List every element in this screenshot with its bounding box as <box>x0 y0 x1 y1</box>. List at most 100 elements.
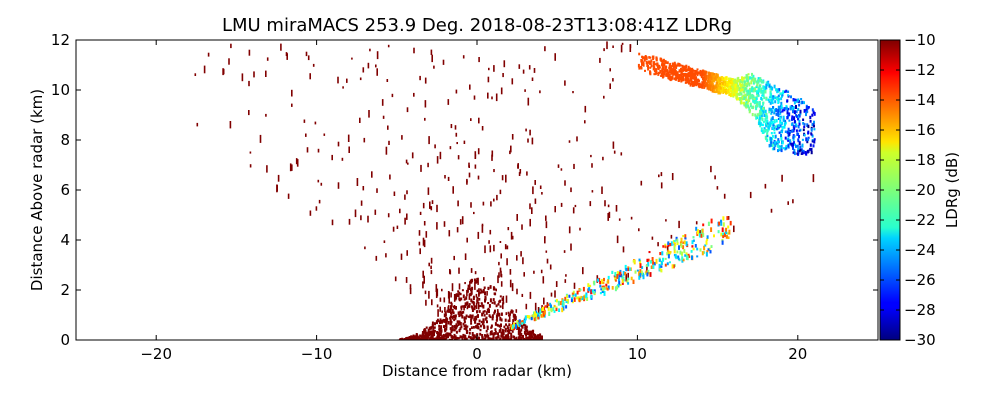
cloud-gate <box>803 109 806 113</box>
cloud-gate <box>725 77 728 80</box>
near-radar-gate <box>464 317 467 320</box>
near-radar-gate <box>531 335 534 339</box>
cloud-gate <box>760 107 763 112</box>
cloud-gate <box>717 84 720 87</box>
clutter-gate <box>498 272 500 278</box>
cloud-gate <box>668 73 671 76</box>
cloud-gate <box>799 149 802 152</box>
near-radar-gate <box>445 326 448 331</box>
cloud-gate <box>743 101 745 105</box>
cloud-gate <box>766 129 769 133</box>
cloud-gate <box>807 130 810 134</box>
low-band-gate <box>692 236 695 239</box>
clutter-gate <box>502 73 504 78</box>
near-radar-gate <box>478 297 481 301</box>
near-radar-gate <box>433 329 436 333</box>
cloud-gate <box>705 83 708 87</box>
near-radar-gate <box>520 333 523 336</box>
near-radar-gate <box>420 340 422 343</box>
low-band-gate <box>616 285 619 290</box>
near-radar-gate <box>464 324 467 328</box>
cloud-gate <box>798 114 801 117</box>
clutter-gate <box>531 77 534 81</box>
cloud-gate <box>795 110 798 114</box>
clutter-gate <box>544 46 546 52</box>
near-radar-gate <box>458 297 461 301</box>
clutter-gate <box>666 246 669 252</box>
cloud-gate <box>723 90 726 93</box>
cloud-gate <box>713 85 716 89</box>
low-band-gate <box>710 245 713 248</box>
cloud-gate <box>763 96 766 100</box>
near-radar-gate <box>439 332 442 336</box>
clutter-gate <box>606 41 608 50</box>
cloud-gate <box>712 85 715 90</box>
near-radar-gate <box>499 337 502 340</box>
cloud-gate <box>776 88 779 93</box>
near-radar-gate <box>471 332 474 336</box>
cloud-gate <box>780 104 783 109</box>
low-band-gate <box>564 296 567 301</box>
clutter-gate <box>489 229 492 235</box>
near-radar-gate <box>525 336 528 340</box>
near-radar-gate <box>418 336 421 340</box>
near-radar-gate <box>436 321 438 325</box>
cloud-gate <box>707 74 710 77</box>
near-radar-gate <box>482 289 485 292</box>
cloud-gate <box>787 127 790 131</box>
near-radar-gate <box>507 333 510 337</box>
low-band-gate <box>658 258 661 262</box>
near-radar-gate <box>513 337 516 340</box>
clutter-gate <box>450 124 453 129</box>
low-band-gate <box>683 240 686 245</box>
near-radar-gate <box>434 322 436 326</box>
cloud-gate <box>773 119 776 122</box>
near-radar-gate <box>431 323 434 328</box>
clutter-gate <box>406 107 409 113</box>
cloud-gate <box>776 140 779 143</box>
clutter-gate <box>431 54 433 63</box>
near-radar-gate <box>447 332 450 337</box>
clutter-gate <box>393 191 396 196</box>
cloud-gate <box>805 137 808 142</box>
near-radar-gate <box>500 312 503 316</box>
cloud-gate <box>813 124 815 128</box>
near-radar-gate <box>442 333 445 338</box>
clutter-gate <box>499 241 502 243</box>
low-band-gate <box>628 267 631 271</box>
near-radar-gate <box>469 328 472 331</box>
cloud-gate <box>788 112 791 117</box>
near-radar-gate <box>454 314 457 318</box>
cloud-gate <box>765 97 768 101</box>
cloud-gate <box>642 63 645 67</box>
near-radar-gate <box>490 326 493 329</box>
near-radar-gate <box>452 315 455 319</box>
near-radar-gate <box>485 330 488 333</box>
cloud-gate <box>762 101 765 106</box>
clutter-gate <box>430 257 433 264</box>
cloud-gate <box>732 80 735 84</box>
cloud-gate <box>660 74 663 77</box>
near-radar-gate <box>483 314 486 317</box>
clutter-gate <box>499 267 502 273</box>
low-band-gate <box>622 271 625 276</box>
cloud-gate <box>761 89 764 94</box>
clutter-gate <box>466 178 468 185</box>
low-band-gate <box>589 284 592 287</box>
cloud-gate <box>649 71 652 76</box>
clutter-gate <box>374 209 377 215</box>
clutter-gate <box>259 134 262 143</box>
cloud-gate <box>770 112 773 115</box>
near-radar-gate <box>489 315 492 319</box>
cloud-gate <box>772 95 775 99</box>
near-radar-gate <box>446 318 449 321</box>
clutter-gate <box>228 58 230 65</box>
cloud-gate <box>691 83 694 87</box>
cloud-gate <box>799 145 802 150</box>
cloud-gate <box>673 61 676 65</box>
clutter-gate <box>658 174 660 178</box>
clutter-gate <box>620 152 623 156</box>
near-radar-gate <box>432 331 435 334</box>
low-band-gate <box>625 268 628 272</box>
cloud-gate <box>717 86 720 90</box>
